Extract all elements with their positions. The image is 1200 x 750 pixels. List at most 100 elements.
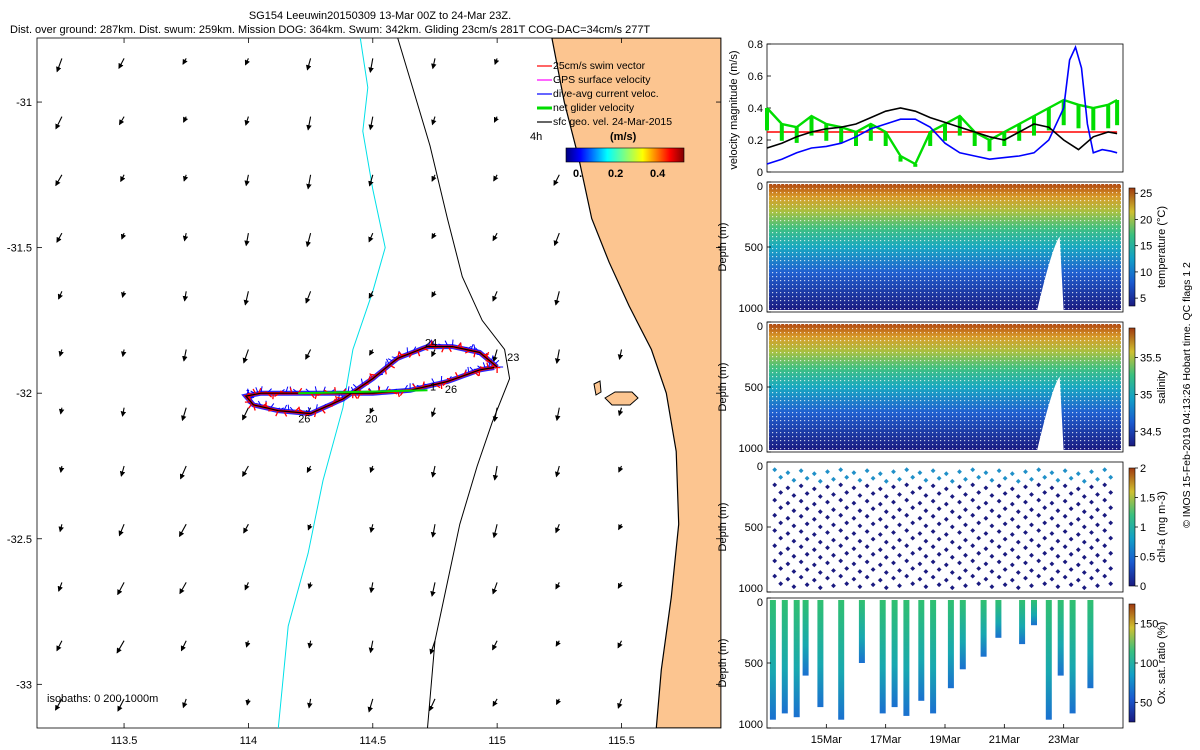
chla-sample [983,470,989,476]
chla-sample [970,512,976,518]
geo-vel-arrow [120,349,127,358]
chla-sample [791,523,797,529]
chla-sample [870,536,876,542]
net-velocity-bar [1091,108,1096,131]
oxygen-profile-column [1069,600,1076,714]
chla-sample [1015,509,1021,515]
chla-sample [1102,512,1108,518]
oxygen-profile-column [891,600,898,708]
velocity-series-line [766,44,1118,165]
chla-sample [778,581,784,587]
oxygen-colorbar-tick: 150 [1140,619,1158,631]
chla-sample [831,507,836,513]
geo-vel-arrow [305,232,312,248]
geo-vel-arrow [554,291,560,306]
chla-sample [1023,514,1028,520]
chla-sample [1002,567,1008,572]
map-x-axis: 113.5 114 114.5 115 115.5 [111,38,635,747]
chla-sample [1002,536,1008,542]
temperature-colorbar-tick: 20 [1140,214,1152,226]
chla-sample [917,531,923,536]
day-label: 26 [298,413,310,425]
oxygen-profile-column [817,600,824,708]
oxygen-profile-column [930,600,937,714]
chla-sample [817,494,823,499]
chl-a-colorbar-tick: 0 [1140,581,1146,593]
legend-net: net glider velocity [553,102,635,114]
chla-sample [1023,575,1028,581]
chla-sample [1015,585,1021,591]
chla-sample [778,505,784,511]
chla-sample [1002,551,1008,557]
oxygen-profile-column [802,600,809,676]
chla-sample [817,539,823,545]
oxygen-profile-column [959,600,966,670]
chla-sample [923,508,929,514]
chla-sample [1068,521,1074,527]
chla-sample [970,467,976,473]
temperature-colorbar: 5 10 15 20 25 temperature (°C) [1128,187,1168,307]
figure-subtitle: Dist. over ground: 287km. Dist. swum: 25… [10,24,651,36]
chla-sample [957,560,962,566]
chla-sample [1062,529,1068,534]
chla-sample [996,529,1002,534]
chla-sample [897,492,902,497]
geo-vel-arrow [182,232,189,242]
chla-sample [883,570,889,575]
chl-a-ylabel: Depth (m) [717,503,729,552]
chla-sample [923,569,929,574]
temperature-colorbar-tick: 10 [1140,267,1152,279]
map-ytick-label: -31.5 [7,243,32,255]
chla-sample [976,505,982,511]
map-xtick-label: 115 [488,735,506,747]
chla-sample [883,494,889,499]
geo-vel-arrow [305,58,312,71]
geo-vel-arrow [554,465,561,478]
map-ytick-label: -33 [16,679,32,691]
chla-sample [817,524,823,530]
chla-sample [870,521,876,527]
chla-sample [838,497,844,503]
geo-vel-arrow [182,291,189,302]
chla-sample [857,493,863,498]
oxygen-panel: 15Mar 17Mar 19Mar 21Mar 23Mar 0 500 1000 Depth (… [717,597,1124,746]
chla-sample [963,507,968,513]
chla-sample [811,516,817,522]
chla-sample [1015,524,1021,530]
geo-vel-arrow [244,582,250,591]
chla-sample [1062,559,1068,565]
chla-sample [1108,520,1114,526]
geo-vel-arrow [554,349,561,365]
chla-sample [1042,535,1048,541]
chla-sample [910,535,916,541]
net-velocity-bar [1032,116,1036,136]
chla-sample [1055,523,1061,529]
chla-sample [949,494,955,499]
oxygen-profile-column [995,600,1002,638]
oxygen-colorbar-tick: 100 [1140,658,1158,670]
legend-dac: dive-avg current veloc. [553,88,659,100]
chla-sample [996,559,1002,565]
chla-sample [838,543,844,549]
chla-sample [844,566,850,571]
chl-a-colorbar-tick: 1 [1140,522,1146,534]
chla-sample [976,535,982,541]
chla-sample [891,545,896,551]
map-ytick-label: -32.5 [7,534,32,546]
chla-sample [857,553,863,559]
oxygen-profile-column [769,600,776,720]
chla-sample [1029,552,1034,558]
temperature-ylabel: Depth (m) [717,223,729,272]
chla-sample [983,500,989,506]
net-velocity-bar [972,132,977,146]
chla-sample [1062,513,1068,519]
chla-sample [943,547,949,553]
geo-vel-arrow [244,58,250,66]
chla-sample [917,561,923,567]
oxygen-profile-column [793,600,800,718]
day-label: 26 [445,384,457,396]
chla-sample [1055,553,1061,559]
chla-sample [817,585,823,591]
chla-sample [904,467,910,473]
geo-vel-arrow [492,407,499,422]
